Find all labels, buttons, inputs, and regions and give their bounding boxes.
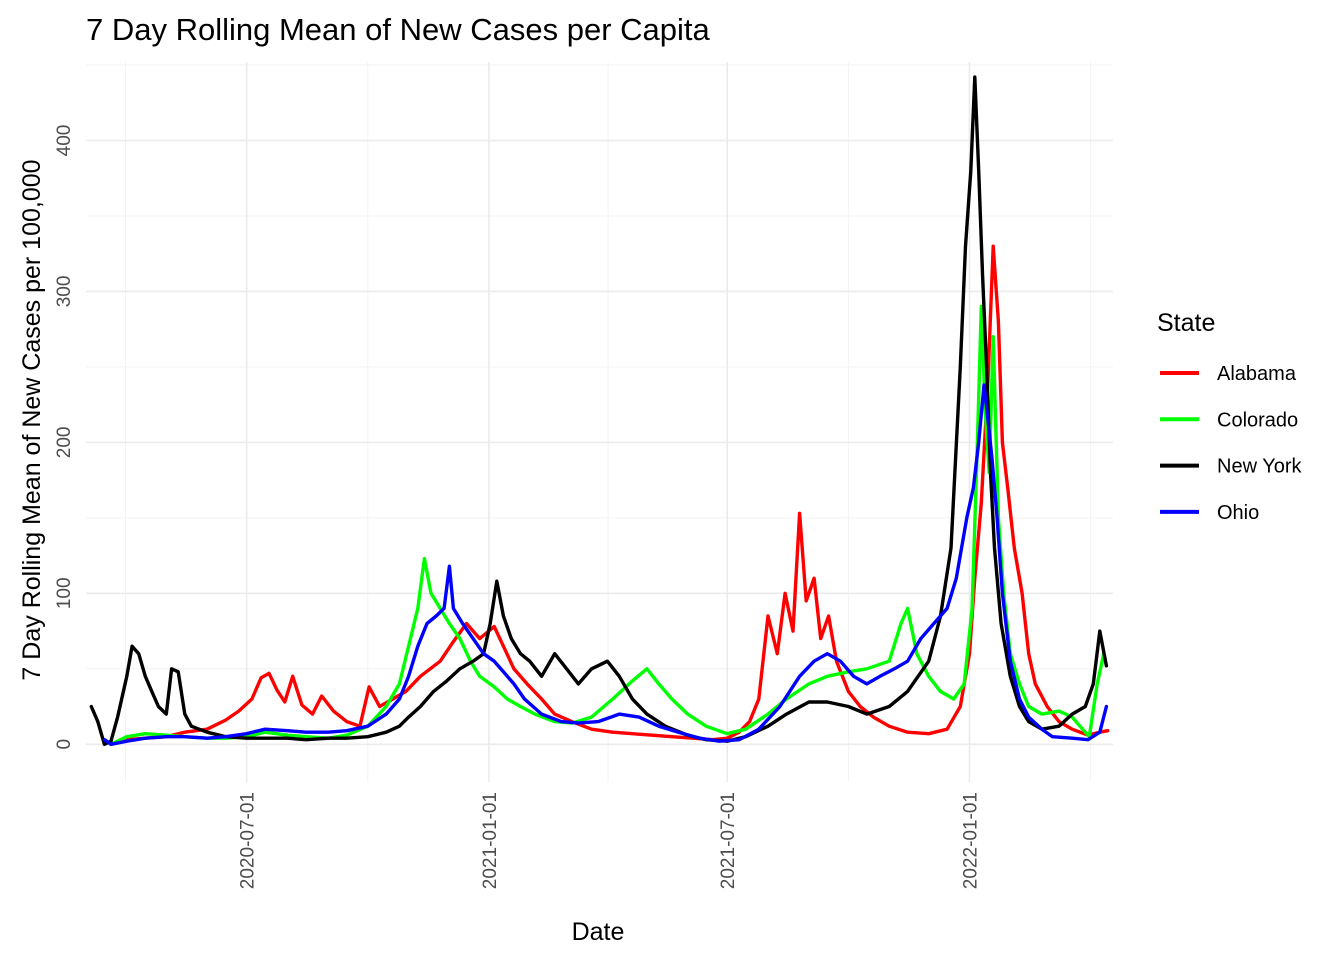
legend: State Alabama Colorado New York Ohio [1157, 309, 1302, 524]
chart-title: 7 Day Rolling Mean of New Cases per Capi… [86, 12, 710, 47]
x-tick-label: 2020-07-01 [238, 792, 259, 889]
x-tick-label: 2021-01-01 [480, 792, 501, 889]
y-tick-label: 300 [54, 276, 75, 308]
x-tick-label: 2021-07-01 [718, 792, 739, 889]
y-tick-label: 400 [54, 125, 75, 157]
series-line-ohio [102, 383, 1109, 746]
legend-label: New York [1217, 456, 1302, 478]
legend-label: Colorado [1217, 409, 1298, 431]
x-axis-ticks: 2020-07-01 2021-01-01 2021-07-01 2022-01-01 [238, 792, 982, 889]
y-axis-ticks: 0 100 200 300 400 [54, 125, 75, 750]
series-line-colorado [109, 304, 1106, 746]
x-tick-label: 2022-01-01 [960, 792, 981, 889]
series-line-alabama [109, 244, 1110, 746]
legend-label: Ohio [1217, 502, 1259, 524]
legend-title: State [1157, 309, 1215, 337]
y-tick-label: 100 [54, 577, 75, 609]
y-tick-label: 0 [54, 739, 75, 750]
y-axis-title: 7 Day Rolling Mean of New Cases per 100,… [18, 159, 46, 680]
minor-gridlines [86, 62, 1113, 782]
series-lines [89, 75, 1110, 746]
series-line-new-york [89, 75, 1109, 746]
y-tick-label: 200 [54, 427, 75, 459]
x-axis-title: Date [572, 918, 625, 946]
legend-label: Alabama [1217, 363, 1297, 385]
